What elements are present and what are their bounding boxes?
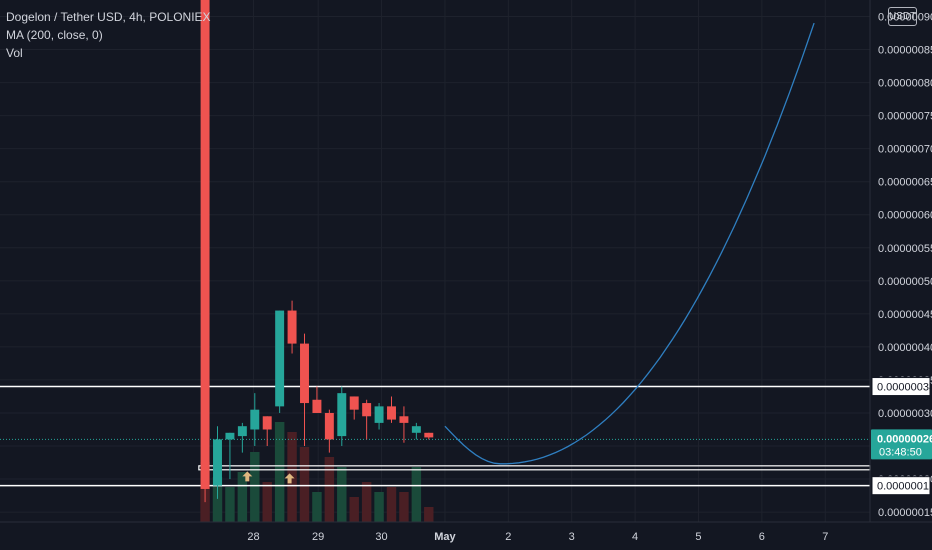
- bar-countdown-timer: 03:48:50: [879, 446, 922, 458]
- x-tick-label: 6: [759, 531, 765, 543]
- time-axis[interactable]: 28 29 30 May 2 3 4 5 6 7: [247, 531, 828, 543]
- candle-body: [324, 412, 334, 440]
- candle-body: [411, 426, 421, 433]
- grid-lines: [0, 0, 870, 522]
- candle-body: [337, 393, 347, 437]
- x-tick-label: 7: [822, 531, 828, 543]
- volume-bar: [324, 457, 335, 522]
- volume-bar: [237, 472, 248, 522]
- x-tick-label: 29: [312, 531, 324, 543]
- x-tick-label: 4: [632, 531, 638, 543]
- volume-bar: [374, 492, 384, 522]
- volume-bar: [262, 482, 272, 522]
- candle-body: [349, 396, 359, 410]
- volume-bar: [386, 487, 397, 522]
- candle-body: [424, 432, 434, 438]
- volume-bar: [274, 422, 285, 522]
- candle-body: [362, 403, 372, 417]
- y-tick-label: 0.00000075: [878, 111, 932, 123]
- candle-body: [262, 416, 272, 430]
- candle-body: [275, 310, 285, 407]
- arrow-up-icon: [242, 471, 253, 482]
- candle-body: [250, 409, 260, 430]
- x-tick-label: 5: [695, 531, 701, 543]
- x-tick-label: 3: [569, 531, 575, 543]
- candle-body: [374, 406, 384, 423]
- y-tick-label: 0.00000040: [878, 342, 932, 354]
- arrow-up-icon: [284, 473, 295, 484]
- markers: [242, 471, 295, 484]
- chart-legend: Dogelon / Tether USD, 4h, POLONIEX MA (2…: [6, 8, 211, 62]
- hline-price-label-box: [871, 476, 931, 496]
- y-tick-label: 0.00000060: [878, 210, 932, 222]
- candle-body: [225, 432, 235, 440]
- y-tick-label: 0.00000055: [878, 243, 932, 255]
- x-tick-label: 28: [247, 531, 259, 543]
- hline-price-label-box: [871, 377, 931, 397]
- current-price-badge: [871, 429, 932, 460]
- candlesticks: [200, 0, 434, 503]
- hline-price-label: 0.00000019: [877, 481, 932, 493]
- projection-curve-path[interactable]: [444, 22, 815, 465]
- x-tick-label: 30: [375, 531, 387, 543]
- candle-body: [287, 310, 297, 344]
- volume-bar: [399, 492, 409, 522]
- candle-body: [200, 0, 210, 489]
- current-price-label: 0.00000026: [877, 433, 932, 445]
- candle-body: [399, 416, 409, 423]
- ma-indicator-label[interactable]: MA (200, close, 0): [6, 28, 103, 42]
- y-tick-label: 0.00000085: [878, 45, 932, 57]
- volume-bar: [424, 507, 434, 522]
- y-tick-label: 0.00000080: [878, 78, 932, 90]
- currency-label[interactable]: USDT: [888, 7, 917, 26]
- candle-body: [237, 426, 247, 437]
- y-tick-label: 0.00000050: [878, 276, 932, 288]
- y-tick-label: 0.00000065: [878, 177, 932, 189]
- y-tick-label: 0.00000045: [878, 309, 932, 321]
- projection-curve[interactable]: [444, 22, 815, 465]
- volume-bar: [312, 492, 322, 522]
- volume-bar: [225, 487, 235, 522]
- volume-bar: [212, 477, 223, 522]
- candle-body: [387, 406, 396, 420]
- y-tick-label: 0.00000030: [878, 408, 932, 420]
- volume-bar: [349, 497, 359, 522]
- candle-body: [213, 439, 222, 486]
- y-tick-label: 0.00000015: [878, 507, 932, 519]
- candle-body: [312, 399, 322, 413]
- volume-bar: [337, 467, 347, 522]
- volume-bar: [411, 467, 422, 522]
- hline-price-label: 0.00000034: [877, 382, 932, 394]
- symbol-title[interactable]: Dogelon / Tether USD, 4h, POLONIEX: [6, 10, 211, 24]
- y-tick-label: 0.00000090: [878, 12, 932, 24]
- volume-indicator-label[interactable]: Vol: [6, 46, 23, 60]
- volume-bar: [361, 482, 372, 522]
- volume-bar: [250, 452, 260, 522]
- x-tick-label: May: [434, 531, 456, 543]
- y-tick-label: 0.00000070: [878, 144, 932, 156]
- candle-body: [300, 343, 309, 404]
- x-tick-label: 2: [505, 531, 511, 543]
- volume-bar: [299, 447, 310, 522]
